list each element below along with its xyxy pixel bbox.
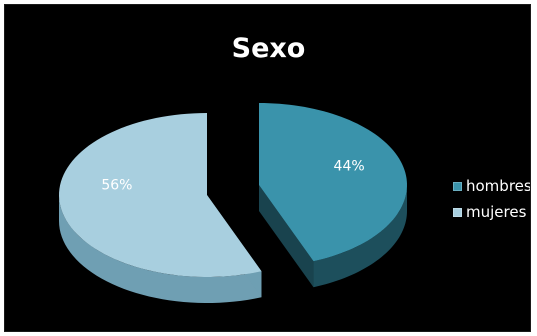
slice-mujeres — [59, 113, 262, 277]
slice-side-mujeres — [59, 195, 262, 303]
slice-cut-hombres — [259, 185, 314, 288]
slice-hombres — [259, 103, 407, 262]
slice-labels: 44% 56% — [101, 158, 364, 193]
legend-swatch-mujeres — [453, 207, 462, 217]
slice-label-mujeres: 56% — [101, 178, 132, 194]
pie-group — [59, 103, 407, 303]
pie-chart: 44% 56% — [59, 103, 407, 303]
slice-label-hombres: 44% — [334, 158, 365, 174]
legend-item-mujeres: mujeres — [453, 201, 530, 223]
slice-side-hombres — [313, 185, 407, 288]
chart-legend: hombres mujeres — [453, 175, 531, 227]
legend-item-hombres: hombres — [453, 175, 531, 197]
legend-swatch-hombres — [453, 181, 462, 191]
chart-frame: Sexo 44% 56% hombres mujeres — [4, 4, 531, 332]
legend-label-hombres: hombres — [466, 177, 531, 195]
chart-title: Sexo — [231, 33, 306, 64]
legend-label-mujeres: mujeres — [466, 203, 527, 221]
